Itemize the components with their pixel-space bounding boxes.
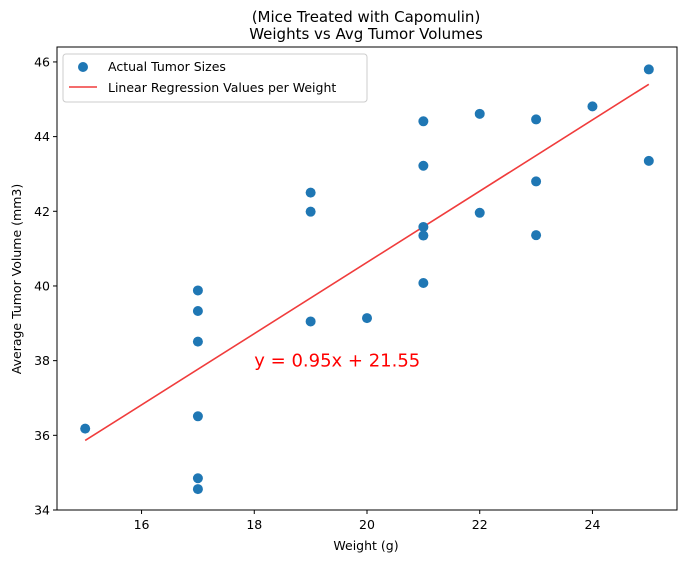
data-point (643, 64, 654, 75)
y-tick-label: 38 (34, 353, 50, 368)
y-tick-label: 44 (34, 129, 50, 144)
regression-layer (84, 83, 650, 442)
data-point (305, 206, 316, 217)
y-tick-label: 40 (34, 278, 50, 293)
chart-title-line1: (Mice Treated with Capomulin) (252, 8, 481, 26)
data-point (418, 221, 429, 232)
data-point (305, 187, 316, 198)
data-point (531, 176, 542, 187)
data-point (474, 207, 485, 218)
data-point (531, 114, 542, 125)
data-point (587, 101, 598, 112)
y-axis-ticks: 34 36 38 40 42 44 46 (34, 54, 57, 518)
data-point (418, 277, 429, 288)
x-tick-label: 22 (472, 517, 488, 532)
scatter-points (80, 64, 654, 495)
x-tick-label: 20 (359, 517, 375, 532)
regression-line (84, 83, 650, 442)
data-point (192, 484, 203, 495)
x-tick-label: 24 (585, 517, 601, 532)
y-tick-label: 34 (34, 503, 50, 518)
data-point (418, 230, 429, 241)
x-tick-label: 18 (246, 517, 262, 532)
x-axis-label: Weight (g) (333, 538, 398, 553)
legend-box (62, 53, 368, 103)
y-tick-label: 36 (34, 428, 50, 443)
data-point (192, 411, 203, 422)
data-point (80, 423, 91, 434)
data-point (418, 160, 429, 171)
data-point (192, 305, 203, 316)
x-axis-ticks: 16 18 20 22 24 (134, 510, 601, 532)
data-point (362, 313, 372, 324)
data-point (418, 116, 429, 127)
data-point (192, 336, 203, 347)
data-point (305, 316, 316, 327)
chart-title-line2: Weights vs Avg Tumor Volumes (249, 25, 483, 43)
data-point (531, 230, 542, 241)
legend-scatter-marker (78, 62, 88, 72)
x-tick-label: 16 (134, 517, 150, 532)
data-point (474, 108, 485, 119)
y-tick-label: 46 (34, 54, 50, 69)
legend-label-scatter: Actual Tumor Sizes (108, 59, 226, 74)
legend-label-regression: Linear Regression Values per Weight (108, 80, 336, 95)
data-point (192, 473, 203, 484)
data-point (192, 285, 203, 296)
y-axis-label: Average Tumor Volume (mm3) (9, 184, 24, 374)
regression-equation-annotation: y = 0.95x + 21.55 (254, 351, 420, 372)
y-tick-label: 42 (34, 204, 50, 219)
legend: Actual Tumor Sizes Linear Regression Val… (62, 53, 368, 103)
data-point (643, 155, 654, 166)
